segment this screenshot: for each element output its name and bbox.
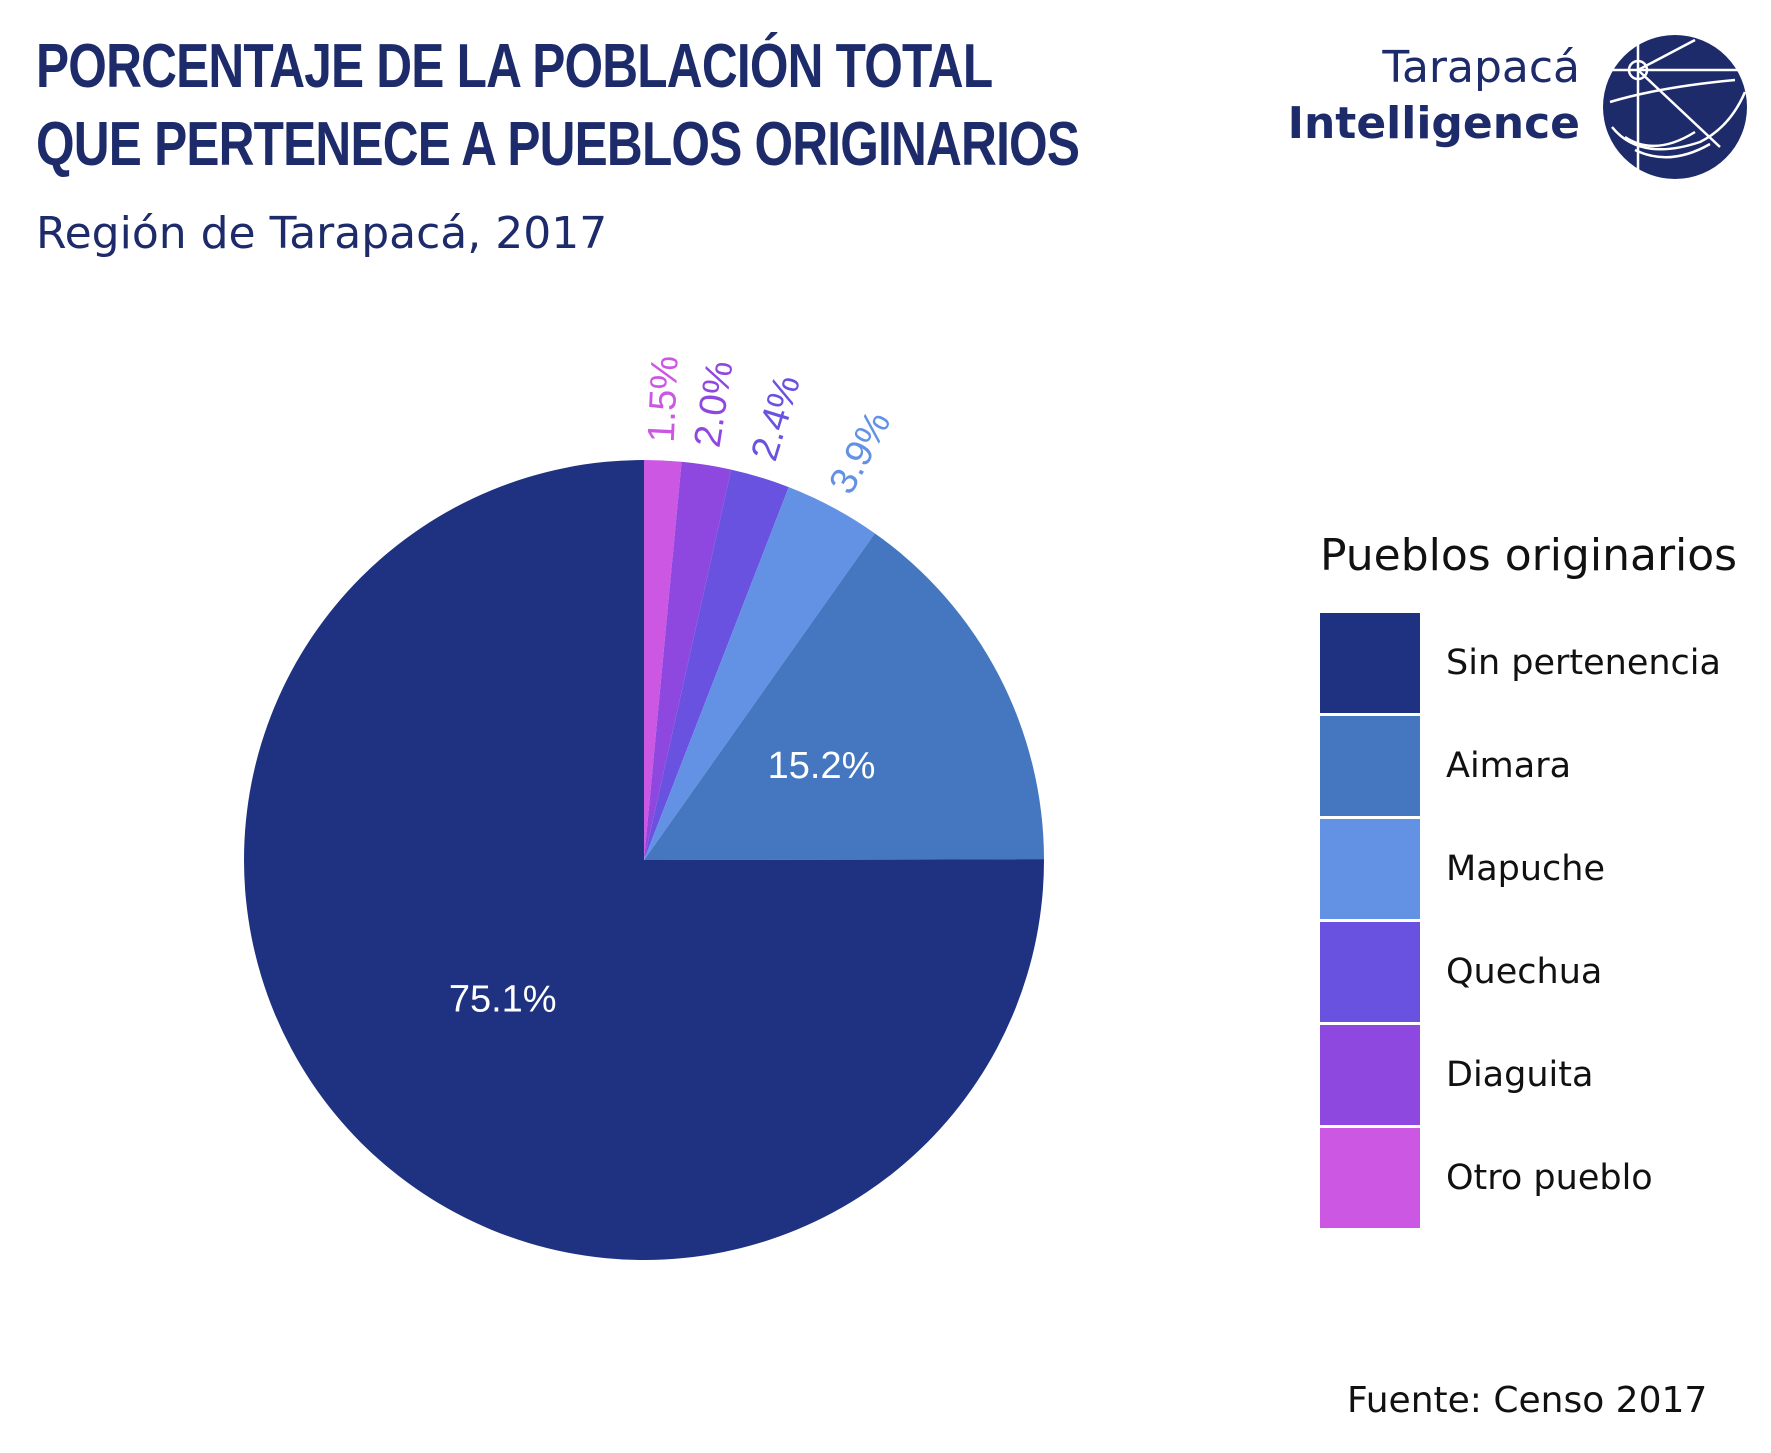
slice-label-mapuche: 3.9% — [821, 405, 899, 501]
legend-item-mapuche: Mapuche — [1320, 817, 1737, 920]
pie-slice-otro-pueblo — [644, 460, 682, 860]
slice-label-aimara: 15.2% — [768, 745, 876, 787]
legend-label: Sin pertenencia — [1446, 642, 1721, 683]
legend: Pueblos originarios Sin pertenencia Aimar… — [1320, 530, 1737, 1229]
legend-item-diaguita: Diaguita — [1320, 1023, 1737, 1126]
chart-title-line2: QUE PERTENECE A PUEBLOS ORIGINARIOS — [36, 110, 1080, 179]
slice-label-otro-pueblo: 1.5% — [641, 355, 687, 444]
legend-swatch — [1320, 715, 1420, 816]
pie-slice-diaguita — [644, 461, 732, 860]
legend-swatch — [1320, 1127, 1420, 1228]
legend-label: Mapuche — [1446, 848, 1606, 889]
legend-items: Sin pertenencia Aimara Mapuche Quechua Diagu… — [1320, 611, 1737, 1229]
legend-swatch — [1320, 818, 1420, 919]
pie-slice-quechua — [644, 469, 789, 860]
title-block: PORCENTAJE DE LA POBLACIÓN TOTAL QUE PER… — [36, 28, 1340, 184]
legend-label: Aimara — [1446, 745, 1572, 786]
globe-compass-icon — [1603, 35, 1747, 179]
brand-logo: Tarapacá Intelligence — [1287, 32, 1750, 182]
legend-item-aimara: Aimara — [1320, 714, 1737, 817]
slice-label-sin-pertenencia: 75.1% — [449, 979, 557, 1021]
legend-item-quechua: Quechua — [1320, 920, 1737, 1023]
chart-subtitle: Región de Tarapacá, 2017 — [36, 208, 608, 259]
legend-label: Diaguita — [1446, 1054, 1594, 1095]
legend-item-sin-pertenencia: Sin pertenencia — [1320, 611, 1737, 714]
legend-title: Pueblos originarios — [1320, 530, 1738, 581]
pie-slice-sin-pertenencia — [243, 460, 1045, 1261]
slice-label-diaguita: 2.0% — [687, 358, 742, 450]
legend-label: Quechua — [1446, 951, 1603, 992]
legend-swatch — [1320, 921, 1420, 1022]
legend-item-otro-pueblo: Otro pueblo — [1320, 1126, 1737, 1229]
slice-label-quechua: 2.4% — [744, 370, 809, 465]
pie-slice-mapuche — [644, 487, 875, 860]
pie-slice-aimara — [644, 533, 1044, 860]
source-note: Fuente: Censo 2017 — [1347, 1380, 1708, 1421]
legend-swatch — [1320, 1024, 1420, 1125]
legend-swatch — [1320, 612, 1420, 713]
logo-text-line2: Intelligence — [1287, 98, 1580, 149]
legend-label: Otro pueblo — [1446, 1157, 1653, 1198]
pie-chart: 1.5% 2.0% 2.4% 3.9% 15.2% 75.1% — [243, 355, 1045, 1261]
chart-title-line1: PORCENTAJE DE LA POBLACIÓN TOTAL — [36, 32, 993, 101]
logo-text-line1: Tarapacá — [1382, 42, 1580, 93]
